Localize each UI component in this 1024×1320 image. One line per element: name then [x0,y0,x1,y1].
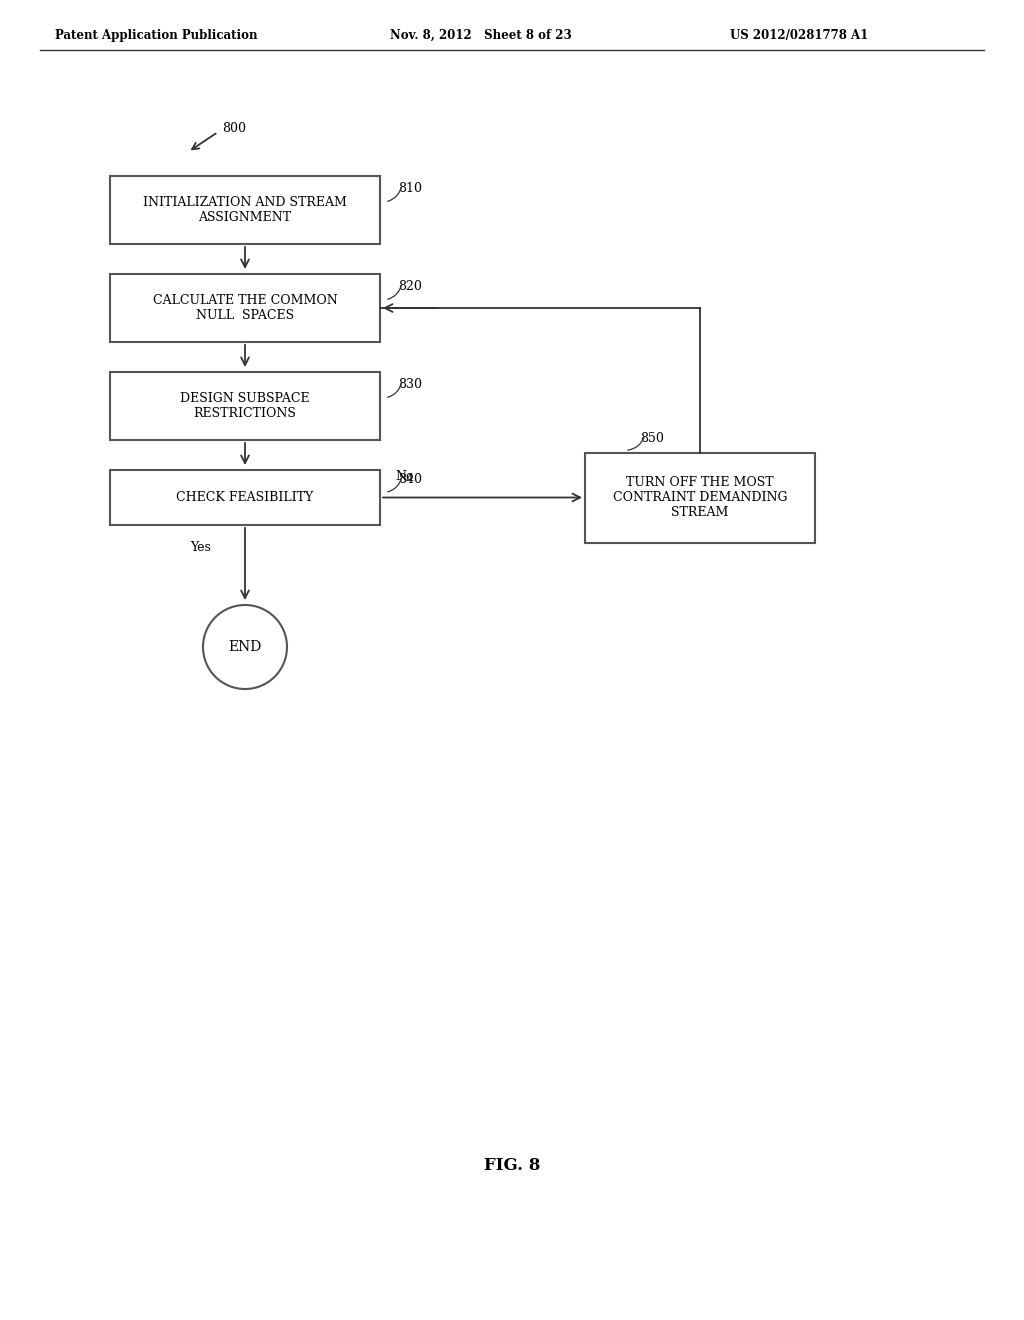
Text: FIG. 8: FIG. 8 [483,1156,541,1173]
Text: CALCULATE THE COMMON
NULL  SPACES: CALCULATE THE COMMON NULL SPACES [153,294,337,322]
Text: 820: 820 [398,280,422,293]
Bar [110,275,380,342]
Bar [110,470,380,525]
Text: No: No [395,470,414,483]
Text: DESIGN SUBSPACE
RESTRICTIONS: DESIGN SUBSPACE RESTRICTIONS [180,392,310,420]
Text: 850: 850 [640,432,664,445]
Text: 810: 810 [398,181,422,194]
Bar [110,372,380,440]
Text: US 2012/0281778 A1: US 2012/0281778 A1 [730,29,868,41]
Text: 830: 830 [398,378,422,391]
Text: Nov. 8, 2012   Sheet 8 of 23: Nov. 8, 2012 Sheet 8 of 23 [390,29,571,41]
Text: 840: 840 [398,473,422,486]
Text: 800: 800 [222,121,246,135]
Bar [110,176,380,244]
Text: CHECK FEASIBILITY: CHECK FEASIBILITY [176,491,313,504]
Text: TURN OFF THE MOST
CONTRAINT DEMANDING
STREAM: TURN OFF THE MOST CONTRAINT DEMANDING ST… [612,477,787,519]
Text: Yes: Yes [190,541,211,554]
Bar [585,453,815,543]
Text: Patent Application Publication: Patent Application Publication [55,29,257,41]
Text: INITIALIZATION AND STREAM
ASSIGNMENT: INITIALIZATION AND STREAM ASSIGNMENT [143,195,347,224]
Circle shape [203,605,287,689]
Text: END: END [228,640,261,653]
